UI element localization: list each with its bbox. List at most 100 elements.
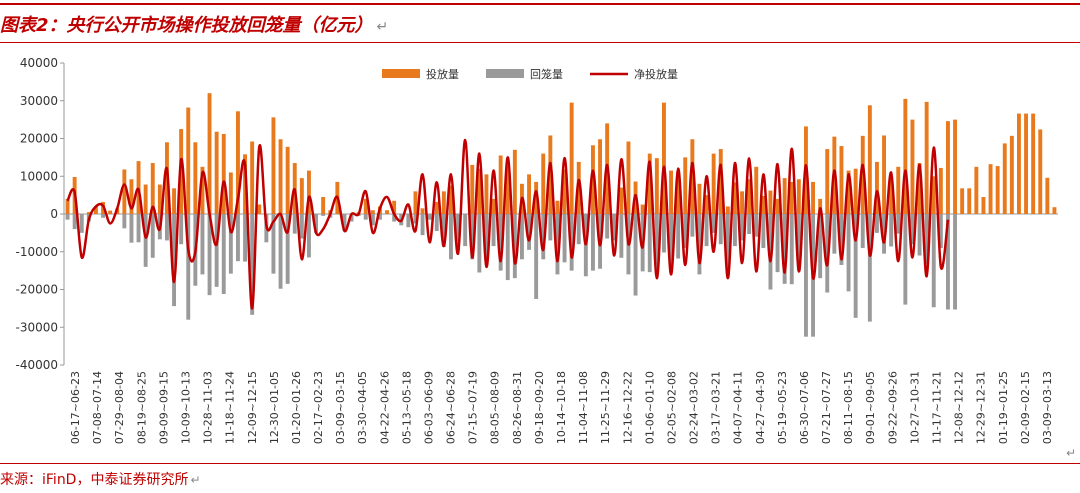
inject-bar [441, 191, 446, 214]
inject-bar [811, 181, 816, 214]
inject-bar [541, 153, 546, 214]
inject-bar [207, 93, 212, 214]
y-tick-label: -10000 [15, 245, 58, 259]
withdraw-bar [633, 214, 638, 296]
withdraw-bar [825, 214, 830, 293]
inject-bar [896, 166, 901, 214]
withdraw-bar [676, 214, 681, 259]
y-tick-label: 30000 [20, 94, 58, 108]
withdraw-bar [420, 214, 425, 236]
inject-bar [676, 171, 681, 214]
withdraw-bar [363, 214, 368, 220]
y-tick-label: 20000 [20, 132, 58, 146]
x-tick-label: 02-17~02-23 [312, 371, 325, 444]
inject-bar [569, 102, 574, 214]
x-tick-label: 07-29~08-04 [113, 371, 126, 444]
withdraw-bar [207, 214, 212, 296]
withdraw-bar [924, 214, 929, 264]
x-tick-label: 03-09~03-15 [334, 371, 347, 444]
withdraw-bar [186, 214, 191, 320]
chart-area: -40000 -30000 -20000 -10000 0 10000 20000 30000… [15, 56, 1058, 444]
x-tick-label: 10-28~11-03 [202, 371, 215, 444]
withdraw-bar [498, 214, 503, 271]
inject-bar [917, 163, 922, 214]
source-text: 来源：iFinD，中泰证券研究所 [0, 472, 189, 488]
withdraw-bar [456, 214, 461, 250]
x-tick-label: 06-17~06-23 [69, 371, 82, 444]
x-tick-label: 10-27~10-31 [908, 371, 921, 444]
withdraw-bar [306, 214, 311, 258]
withdraw-bar [761, 214, 766, 248]
x-tick-label: 08-11~08-15 [842, 371, 855, 444]
withdraw-bar [228, 214, 233, 274]
withdraw-bar [65, 214, 70, 220]
legend-swatch [486, 69, 524, 78]
x-tick-label: 11-18~11-24 [224, 371, 237, 444]
inject-bar [548, 135, 553, 214]
withdraw-bar [292, 214, 297, 234]
x-tick-label: 01-19~01-25 [997, 371, 1010, 444]
withdraw-bar [122, 214, 127, 229]
withdraw-bar [576, 214, 581, 245]
x-tick-label: 03-09~03-13 [1041, 371, 1054, 444]
inject-bar [725, 206, 730, 214]
source-note: 来源：iFinD，中泰证券研究所 ↵ [0, 469, 201, 489]
source-return-mark: ↵ [190, 473, 201, 487]
withdraw-bar [846, 214, 851, 292]
inject-bar [846, 170, 851, 214]
withdraw-bar [654, 214, 659, 272]
inject-bar [654, 158, 659, 214]
withdraw-bar [562, 214, 567, 263]
x-tick-label: 09-01~09-05 [864, 371, 877, 444]
withdraw-bar [541, 214, 546, 260]
legend-label: 投放量 [426, 67, 459, 81]
y-tick-label: -20000 [15, 283, 58, 297]
inject-bar [1038, 129, 1043, 214]
withdraw-bar [534, 214, 539, 299]
y-tick-label: -30000 [15, 320, 58, 334]
x-tick-label: 12-08~12-12 [953, 371, 966, 444]
inject-bar [960, 188, 965, 214]
x-tick-label: 03-17~03-21 [710, 371, 723, 444]
withdraw-bar [740, 214, 745, 241]
inject-bar [136, 161, 141, 214]
withdraw-bar [243, 214, 248, 262]
x-tick-label: 04-27~04-30 [754, 371, 767, 444]
inject-bar [143, 184, 148, 214]
withdraw-bar [72, 214, 77, 230]
inject-bar [385, 210, 390, 214]
inject-bar [874, 161, 879, 214]
inject-bar [562, 169, 567, 214]
withdraw-bar [235, 214, 240, 262]
legend-label: 净投放量 [634, 67, 678, 81]
inject-bar [619, 187, 624, 214]
inject-bar [761, 195, 766, 214]
withdraw-bar [548, 214, 553, 241]
inject-bar [1052, 207, 1057, 214]
inject-bar [782, 178, 787, 214]
inject-bar [150, 163, 155, 214]
inject-bar [477, 168, 482, 214]
withdraw-bar [903, 214, 908, 305]
withdraw-bar [349, 214, 354, 222]
withdraw-bar [690, 214, 695, 237]
withdraw-bar [150, 214, 155, 258]
top-rule [0, 3, 1080, 5]
inject-bar [598, 139, 603, 214]
withdraw-bar [931, 214, 936, 308]
withdraw-bar [775, 214, 780, 273]
y-tick-label: -40000 [15, 358, 58, 372]
x-tick-label: 11-17~11-21 [931, 371, 944, 444]
withdraw-bar [299, 214, 304, 239]
x-tick-label: 05-19~05-23 [776, 371, 789, 444]
inject-bar [221, 133, 226, 214]
inject-bar [754, 166, 759, 214]
inject-bar [768, 190, 773, 214]
inject-bar [186, 107, 191, 214]
inject-bar [775, 198, 780, 214]
y-tick-label: 40000 [20, 56, 58, 70]
inject-bar [257, 204, 262, 214]
title-rule [0, 42, 1080, 43]
inject-bar [321, 197, 326, 214]
x-tick-label: 07-15~07-19 [467, 371, 480, 444]
